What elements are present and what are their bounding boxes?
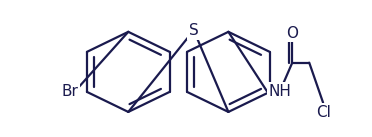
Text: NH: NH: [269, 84, 291, 99]
Text: S: S: [189, 23, 199, 38]
Text: Cl: Cl: [316, 105, 331, 120]
Text: Br: Br: [61, 84, 78, 99]
Text: O: O: [286, 26, 298, 41]
